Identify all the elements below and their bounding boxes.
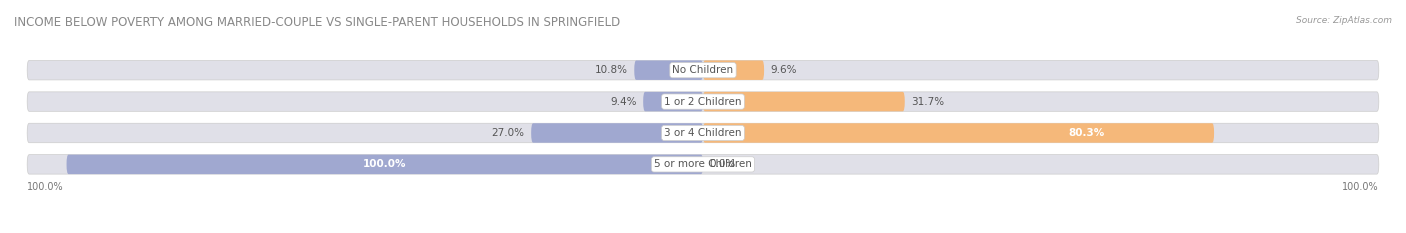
Text: No Children: No Children	[672, 65, 734, 75]
Text: 100.0%: 100.0%	[27, 182, 63, 192]
Text: 100.0%: 100.0%	[363, 159, 406, 169]
FancyBboxPatch shape	[27, 60, 1379, 80]
FancyBboxPatch shape	[531, 123, 703, 143]
Text: 10.8%: 10.8%	[595, 65, 627, 75]
Text: 9.6%: 9.6%	[770, 65, 797, 75]
Text: 1 or 2 Children: 1 or 2 Children	[664, 97, 742, 106]
Text: 27.0%: 27.0%	[492, 128, 524, 138]
FancyBboxPatch shape	[66, 155, 703, 174]
Text: 31.7%: 31.7%	[911, 97, 945, 106]
FancyBboxPatch shape	[703, 92, 904, 111]
Text: 9.4%: 9.4%	[610, 97, 637, 106]
Text: 3 or 4 Children: 3 or 4 Children	[664, 128, 742, 138]
FancyBboxPatch shape	[27, 92, 1379, 111]
Text: 100.0%: 100.0%	[1343, 182, 1379, 192]
FancyBboxPatch shape	[634, 60, 703, 80]
FancyBboxPatch shape	[27, 155, 1379, 174]
Text: INCOME BELOW POVERTY AMONG MARRIED-COUPLE VS SINGLE-PARENT HOUSEHOLDS IN SPRINGF: INCOME BELOW POVERTY AMONG MARRIED-COUPL…	[14, 16, 620, 29]
Text: Source: ZipAtlas.com: Source: ZipAtlas.com	[1296, 16, 1392, 25]
Text: 5 or more Children: 5 or more Children	[654, 159, 752, 169]
FancyBboxPatch shape	[27, 123, 1379, 143]
FancyBboxPatch shape	[703, 123, 1213, 143]
FancyBboxPatch shape	[643, 92, 703, 111]
Text: 0.0%: 0.0%	[710, 159, 735, 169]
FancyBboxPatch shape	[703, 60, 763, 80]
Text: 80.3%: 80.3%	[1069, 128, 1105, 138]
